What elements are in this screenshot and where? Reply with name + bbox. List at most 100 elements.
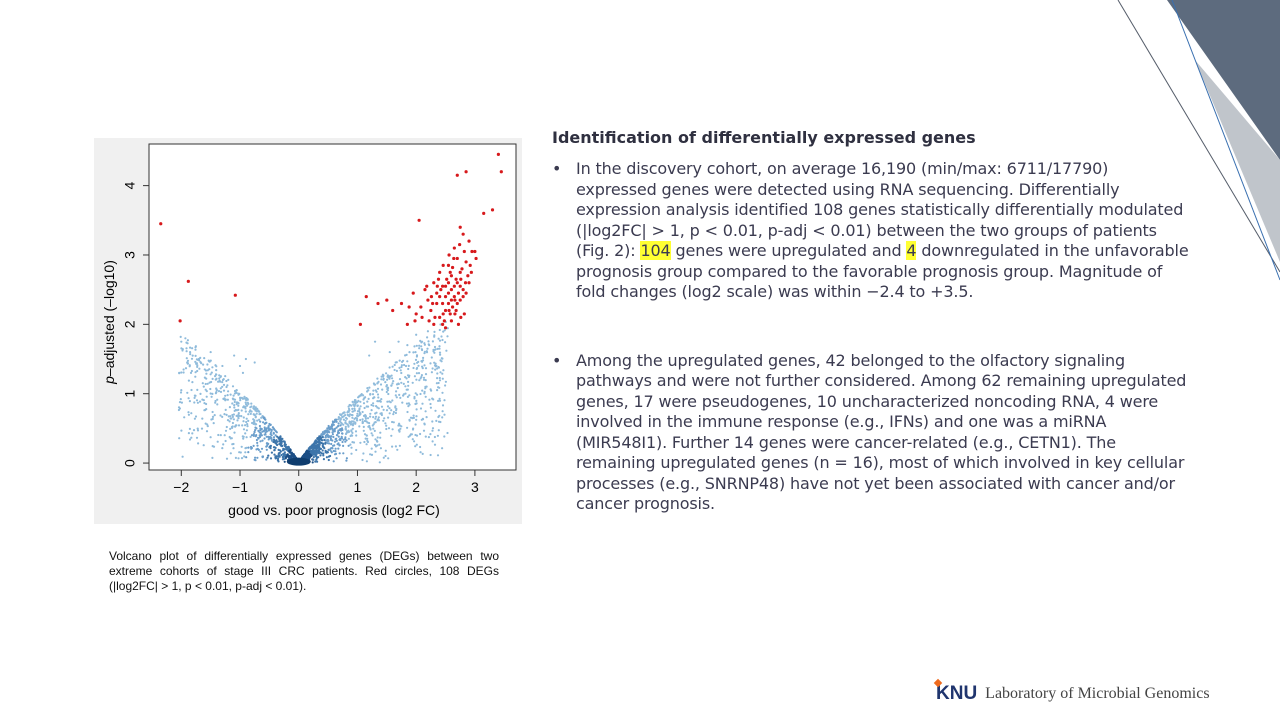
background-point (247, 413, 250, 416)
deg-point (436, 277, 441, 281)
background-point (253, 408, 256, 411)
deg-point (456, 291, 461, 295)
background-point (317, 440, 320, 443)
background-point (407, 367, 410, 371)
background-point (263, 417, 266, 421)
background-point (244, 401, 247, 404)
background-point (283, 440, 286, 443)
highlighted-number: 4 (906, 241, 917, 260)
background-point (258, 424, 261, 428)
background-point (421, 402, 424, 405)
background-point (415, 415, 418, 418)
y-tick-label: 0 (122, 459, 138, 467)
background-point (254, 459, 257, 462)
background-point (260, 416, 263, 419)
background-point (380, 378, 383, 381)
background-point (194, 360, 197, 363)
background-point (423, 343, 426, 346)
background-point (350, 434, 353, 437)
deg-point (458, 270, 462, 274)
background-point (223, 397, 226, 400)
section-heading: Identification of differentially express… (552, 128, 976, 147)
background-point (245, 429, 248, 432)
background-point (195, 436, 199, 439)
background-point (330, 451, 333, 454)
background-point (267, 435, 270, 438)
background-point (339, 438, 342, 442)
background-point (433, 435, 436, 439)
background-point (181, 348, 184, 351)
deg-point (441, 301, 445, 306)
background-point (424, 367, 428, 370)
background-point (350, 420, 353, 423)
background-point (400, 425, 403, 428)
background-point (222, 443, 225, 446)
background-point (201, 382, 204, 385)
background-point (269, 457, 273, 460)
deg-point (458, 242, 462, 247)
background-point (350, 404, 353, 407)
background-point (446, 431, 449, 435)
background-point (315, 441, 318, 444)
deg-point (453, 298, 457, 302)
x-tick-label: −2 (173, 479, 189, 495)
background-point (205, 402, 208, 406)
background-point (398, 430, 401, 433)
background-point (406, 360, 409, 363)
background-point (318, 437, 321, 440)
background-point (387, 457, 390, 460)
background-point (275, 455, 278, 458)
background-point (222, 389, 226, 392)
background-point (358, 425, 361, 428)
background-point (331, 447, 334, 450)
background-point (381, 373, 384, 376)
background-point (217, 390, 221, 393)
background-point (223, 434, 226, 437)
background-point (351, 431, 354, 434)
background-point (265, 435, 268, 438)
background-point (214, 399, 217, 403)
background-point (282, 452, 285, 455)
background-point (377, 416, 380, 419)
x-tick-label: 2 (412, 479, 420, 495)
background-point (413, 375, 416, 378)
background-point (356, 419, 359, 422)
x-tick-label: 0 (295, 479, 303, 495)
background-point (369, 415, 372, 418)
background-point (347, 405, 350, 408)
background-point (231, 413, 234, 417)
background-point (342, 438, 345, 441)
background-point (427, 343, 430, 346)
background-point (414, 358, 418, 361)
background-point (439, 371, 442, 374)
background-point (279, 450, 282, 453)
background-point (217, 433, 220, 437)
background-point (395, 409, 398, 412)
background-point (405, 377, 408, 380)
background-point (186, 359, 190, 362)
background-point (347, 407, 351, 410)
background-point (354, 430, 358, 433)
background-point (229, 452, 232, 455)
background-point (252, 434, 255, 437)
background-point (420, 375, 423, 379)
background-point (379, 400, 382, 403)
background-point (288, 451, 292, 454)
background-point (324, 441, 327, 444)
background-point (276, 435, 279, 438)
bullet-item: • Among the upregulated genes, 42 belonge… (552, 351, 1192, 515)
background-point (361, 418, 364, 421)
deg-point (407, 305, 411, 309)
bullet-text-run: downregulated in the unfavorable prognos… (576, 241, 1189, 301)
background-point (323, 447, 326, 450)
deg-point (459, 315, 463, 320)
background-point (354, 421, 357, 424)
background-point (224, 439, 227, 443)
background-point (244, 424, 247, 427)
background-point (373, 429, 376, 432)
background-point (362, 425, 365, 428)
background-point (209, 359, 212, 362)
background-point (379, 447, 382, 450)
background-point (412, 427, 415, 430)
background-point (356, 415, 359, 418)
